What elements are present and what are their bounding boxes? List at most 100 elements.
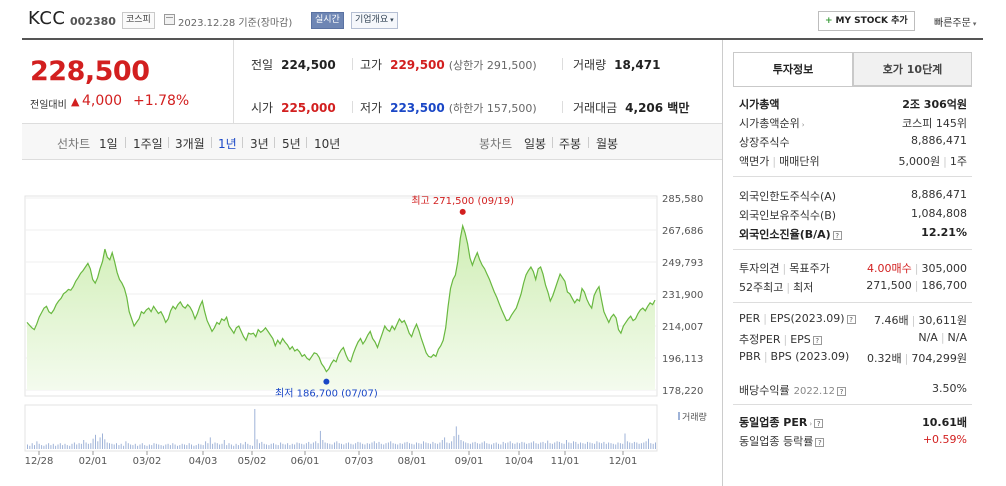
volume-bar [348, 442, 349, 449]
volume-bar [556, 441, 558, 449]
par-values: 5,000원 | 1주 [899, 153, 967, 169]
upper-limit: (상한가 291,500) [448, 59, 537, 72]
my-stock-add-button[interactable]: + MY STOCK 추가 [818, 11, 915, 31]
change-percent: +1.78% [133, 93, 190, 109]
market-cap-rank-row[interactable]: 시가총액순위 › 코스피 145위 [739, 115, 967, 131]
x-tick-label: 08/01 [398, 456, 427, 467]
prev-close-stat: 전일 224,500 [251, 56, 336, 73]
candle-tab-monthly[interactable]: 월봉 [596, 137, 619, 151]
volume-bar [336, 441, 338, 449]
volume-bar [643, 442, 645, 449]
y-tick-label: 231,900 [662, 290, 703, 301]
market-tag: 코스피 [122, 12, 155, 29]
company-overview-dropdown[interactable]: 기업개요 ▾ [351, 12, 398, 29]
x-tick-label: 09/01 [455, 456, 484, 467]
help-icon[interactable]: ? [846, 314, 856, 324]
volume-bar [191, 444, 192, 449]
realtime-badge[interactable]: 실시간 [311, 12, 344, 29]
volume-bar [148, 444, 150, 449]
x-tick-label: 02/01 [79, 456, 108, 467]
open-value: 225,000 [281, 101, 336, 115]
open-stat: 시가 225,000 [251, 99, 336, 116]
volume-bar [605, 443, 607, 449]
volume-bar [52, 443, 54, 449]
x-tick-label: 03/02 [133, 456, 162, 467]
volume-bar [151, 445, 153, 449]
volume-bar [29, 445, 31, 449]
x-tick-label: 05/02 [238, 456, 267, 467]
quick-order-label: 빠른주문 [934, 18, 971, 29]
volume-bar [617, 442, 619, 449]
volume-bar [437, 443, 439, 449]
help-icon[interactable]: ? [832, 230, 842, 240]
volume-bar [387, 442, 389, 449]
volume-bar [291, 443, 293, 449]
volume-bar [584, 443, 586, 449]
volume-value: 18,471 [614, 58, 661, 72]
volume-bar [345, 443, 347, 449]
volume-bar [390, 441, 392, 449]
help-icon[interactable]: ? [836, 386, 846, 396]
dividend-row: 배당수익률 2022.12? 3.50% [739, 382, 967, 398]
help-icon[interactable]: ? [815, 437, 825, 447]
period-tab-1y[interactable]: 1년 [218, 137, 237, 151]
sector-per-row[interactable]: 동일업종 PER ›? 10.61배 [739, 414, 967, 430]
high-label: 고가 [360, 58, 383, 72]
volume-bar [162, 445, 164, 449]
dividend-period: 2022.12 [793, 386, 835, 397]
help-icon[interactable]: ? [814, 418, 824, 428]
period-tab-1w[interactable]: 1주일 [133, 137, 163, 151]
low-label: 저가 [360, 101, 383, 115]
stock-code: 002380 [70, 15, 116, 28]
volume-bar [596, 441, 598, 449]
volume-bar [261, 441, 263, 449]
separator: | [940, 331, 945, 344]
volume-bar [591, 443, 593, 449]
high-annotation: 최고 271,500 (09/19) [411, 195, 514, 207]
period-tab-10y[interactable]: 10년 [314, 137, 341, 151]
foreign-ratio-value: 12.21% [921, 226, 967, 239]
volume-bar [87, 443, 89, 449]
trade-unit-value: 1주 [949, 155, 967, 168]
volume-bar [645, 441, 647, 449]
volume-bar [472, 442, 474, 449]
period-tab-3y[interactable]: 3년 [250, 137, 269, 151]
par-row: 액면가 | 매매단위 5,000원 | 1주 [739, 153, 967, 169]
volume-bar [549, 443, 551, 449]
volume-bar [280, 442, 282, 449]
volume-bar [334, 442, 335, 449]
help-icon[interactable]: ? [812, 335, 822, 345]
prev-close-label: 전일 [251, 58, 274, 72]
volume-bar [364, 444, 366, 449]
volume-bar [633, 441, 635, 449]
volume-bar [378, 441, 380, 449]
volume-bar [495, 442, 497, 449]
price-area [27, 225, 655, 390]
per-row: PER | EPS(2023.09)? 7.46배 | 30,611원 [739, 312, 967, 327]
volume-bar [78, 443, 80, 449]
stats-panel: 전일 224,500 고가 229,500 (상한가 291,500) 거래량 18,4… [234, 40, 723, 124]
pbr-label: PBR [739, 350, 761, 363]
candle-tab-weekly[interactable]: 주봉 [559, 137, 582, 151]
tab-investment-info[interactable]: 투자정보 [733, 52, 853, 86]
quick-order-link[interactable]: 빠른주문 ▾ [934, 14, 976, 29]
volume-bar [530, 442, 532, 449]
volume-bar [125, 441, 127, 449]
foreign-ratio-label: 외국인소진율(B/A) [739, 228, 831, 241]
period-tab-5y[interactable]: 5년 [282, 137, 301, 151]
period-tab-1d[interactable]: 1일 [99, 137, 118, 151]
sector-per-value: 10.61배 [922, 416, 967, 429]
opinion-value: 4.00매수 [867, 262, 912, 275]
period-tab-3m[interactable]: 3개월 [175, 137, 205, 151]
volume-bar [376, 443, 378, 449]
volume-bar [587, 441, 588, 449]
volume-legend: 거래량 [682, 411, 707, 423]
volume-bar [451, 441, 453, 449]
volume-bar [343, 444, 345, 449]
volume-bar [66, 445, 68, 449]
volume-bar [655, 442, 656, 449]
candle-tab-daily[interactable]: 일봉 [524, 137, 547, 151]
pbr-value: 0.32배 [867, 352, 902, 365]
tab-orderbook[interactable]: 호가 10단계 [853, 52, 972, 86]
tab-separator [125, 137, 126, 148]
